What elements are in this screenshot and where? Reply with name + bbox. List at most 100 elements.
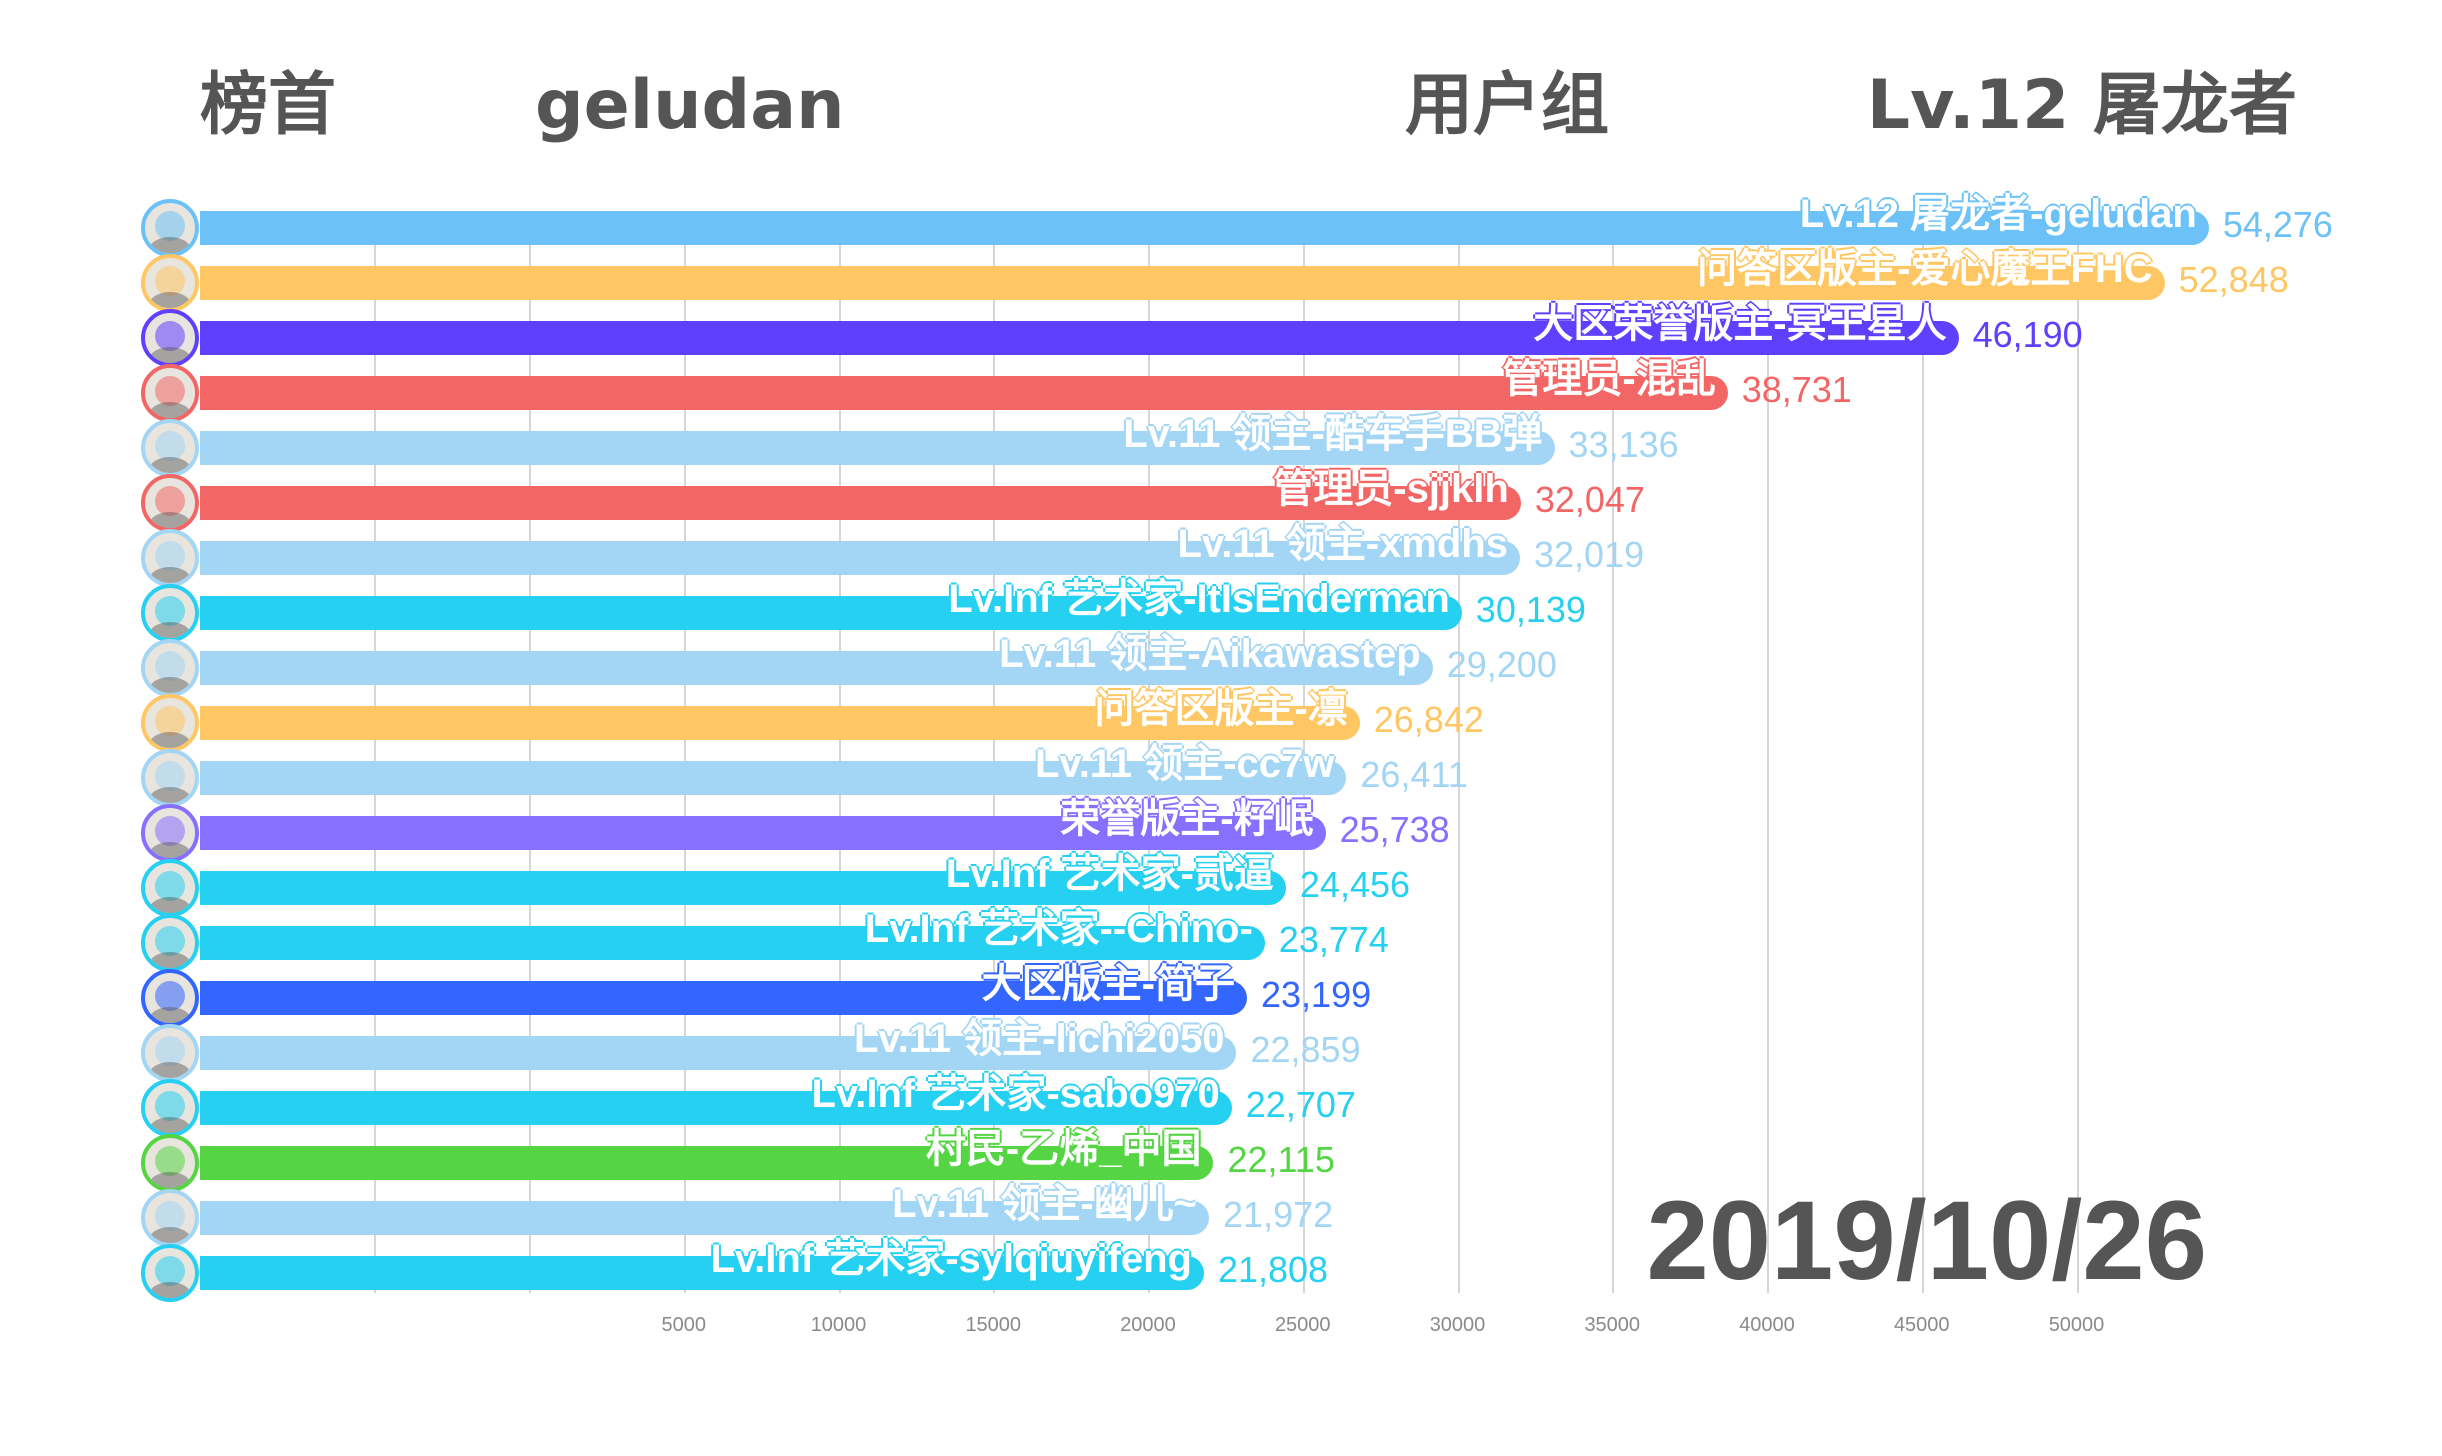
user-avatar — [141, 364, 199, 422]
bar-label: 村民-乙烯_中国 — [925, 1127, 1202, 1171]
bar-row: Lv.Inf 艺术家-ItIsEnderman 30,139 — [0, 579, 2442, 642]
bar-label: 问答区版主-凛 — [1094, 687, 1348, 731]
bar-label: 大区荣誉版主-冥王星人 — [1533, 302, 1947, 346]
bar — [200, 486, 1521, 520]
user-avatar — [141, 914, 199, 972]
bar-label: Lv.11 领主-酷车手BB弹 — [1123, 412, 1543, 456]
bar-label: 荣誉版主-籽岷 — [1060, 797, 1314, 841]
user-avatar — [141, 309, 199, 367]
bar-row: 村民-乙烯_中国 22,115 — [0, 1129, 2442, 1192]
value-label: 21,808 — [1217, 1249, 1329, 1290]
x-tick-label: 5000 — [661, 1314, 707, 1336]
user-avatar — [141, 474, 199, 532]
bar — [200, 651, 1433, 685]
user-avatar — [141, 419, 199, 477]
x-tick-label: 35000 — [1584, 1314, 1641, 1336]
bar — [200, 266, 2165, 300]
x-tick-label: 15000 — [965, 1314, 1022, 1336]
bar-row: 大区版主-简子 23,199 — [0, 964, 2442, 1027]
value-label: 24,456 — [1299, 864, 1411, 905]
gridline — [1921, 243, 1924, 1293]
bar — [200, 596, 1462, 630]
bar-label: 管理员-sjjklh — [1273, 467, 1509, 511]
bar — [200, 1146, 1214, 1180]
bar — [200, 1036, 1237, 1070]
bar-row: Lv.Inf 艺术家-sabo970 22,707 — [0, 1074, 2442, 1137]
value-label: 21,972 — [1223, 1194, 1334, 1235]
value-label: 23,199 — [1261, 974, 1372, 1015]
x-tick-label: 30000 — [1429, 1314, 1486, 1336]
bar — [200, 761, 1347, 795]
bar-row: Lv.Inf 艺术家-sylqiuyifeng 21,808 — [0, 1239, 2442, 1302]
value-label: 30,139 — [1475, 589, 1586, 630]
bar-row: 管理员-sjjklh 32,047 — [0, 469, 2442, 532]
value-label: 25,738 — [1339, 809, 1450, 850]
value-label: 38,731 — [1741, 369, 1852, 410]
bar-row: 荣誉版主-籽岷 25,738 — [0, 799, 2442, 862]
bar — [200, 431, 1555, 465]
user-avatar — [141, 969, 199, 1027]
user-avatar — [141, 749, 199, 807]
gridline — [1612, 243, 1615, 1293]
bar-row: Lv.11 领主-幽儿~ 21,972 — [0, 1184, 2442, 1247]
user-avatar — [141, 639, 199, 697]
x-tick-label: 25000 — [1274, 1314, 1331, 1336]
value-label: 22,707 — [1245, 1084, 1356, 1125]
user-avatar — [141, 529, 199, 587]
bar-row: Lv.11 领主-xmdhs 32,019 — [0, 524, 2442, 587]
value-label: 26,411 — [1360, 754, 1468, 795]
bar — [200, 321, 1959, 355]
bar-row: Lv.Inf 艺术家--Chino- 23,774 — [0, 909, 2442, 972]
user-avatar — [141, 1134, 199, 1192]
header-top-label: 榜首 — [200, 66, 337, 145]
user-avatar — [141, 1189, 199, 1247]
bar-label: Lv.11 领主-幽儿~ — [892, 1182, 1198, 1226]
value-label: 29,200 — [1446, 644, 1557, 685]
x-tick-label: 40000 — [1739, 1314, 1795, 1336]
value-label: 22,115 — [1227, 1139, 1335, 1180]
bar-row: Lv.11 领主-lichi2050 22,859 — [0, 1019, 2442, 1082]
x-tick-label: 45000 — [1893, 1314, 1950, 1336]
bar — [200, 706, 1360, 740]
value-label: 23,774 — [1278, 919, 1389, 960]
user-avatar — [141, 254, 199, 312]
bar-label: Lv.Inf 艺术家-ItIsEnderman — [948, 577, 1450, 621]
bar-label: 大区版主-简子 — [981, 962, 1235, 1006]
bar — [200, 211, 2209, 245]
bar — [200, 1201, 1210, 1235]
bar-label: Lv.11 领主-cc7w — [1035, 742, 1335, 786]
bar — [200, 1091, 1232, 1125]
bar — [200, 1256, 1204, 1290]
user-avatar — [141, 584, 199, 642]
user-avatar — [141, 1024, 199, 1082]
date-label: 2019/10/26 — [1646, 1178, 2207, 1303]
bar — [200, 871, 1286, 905]
bar-label: Lv.Inf 艺术家--Chino- — [864, 907, 1253, 951]
bar-label: Lv.12 屠龙者-geludan — [1799, 192, 2197, 236]
header-group-value: Lv.12 屠龙者 — [1866, 66, 2297, 145]
bar-row: Lv.Inf 艺术家-贰逼 24,456 — [0, 854, 2442, 917]
header-group-label: 用户组 — [1405, 66, 1610, 145]
user-avatar — [141, 1244, 199, 1302]
x-tick-label: 10000 — [810, 1314, 867, 1336]
bar — [200, 926, 1265, 960]
bar-row: 管理员-混乱 38,731 — [0, 359, 2442, 422]
user-avatar — [141, 1079, 199, 1137]
header-top-user: geludan — [535, 66, 845, 145]
gridline — [1767, 243, 1769, 1293]
value-label: 52,848 — [2178, 259, 2289, 300]
x-tick-label: 50000 — [2048, 1314, 2105, 1336]
bar-row: Lv.11 领主-cc7w 26,411 — [0, 744, 2442, 807]
gridline — [2076, 243, 2079, 1293]
gridline — [1457, 243, 1460, 1293]
value-label: 26,842 — [1373, 699, 1484, 740]
value-label: 32,019 — [1533, 534, 1645, 575]
bar-label: Lv.Inf 艺术家-贰逼 — [945, 852, 1274, 896]
bar-label: Lv.11 领主-lichi2050 — [853, 1017, 1225, 1061]
bar-label: Lv.Inf 艺术家-sabo970 — [811, 1072, 1220, 1116]
bar-row: 问答区版主-爱心魔王FHC 52,848 — [0, 249, 2442, 312]
bar-row: 问答区版主-凛 26,842 — [0, 689, 2442, 752]
value-label: 46,190 — [1972, 314, 2083, 355]
bar-label: Lv.11 领主-xmdhs — [1177, 522, 1508, 566]
